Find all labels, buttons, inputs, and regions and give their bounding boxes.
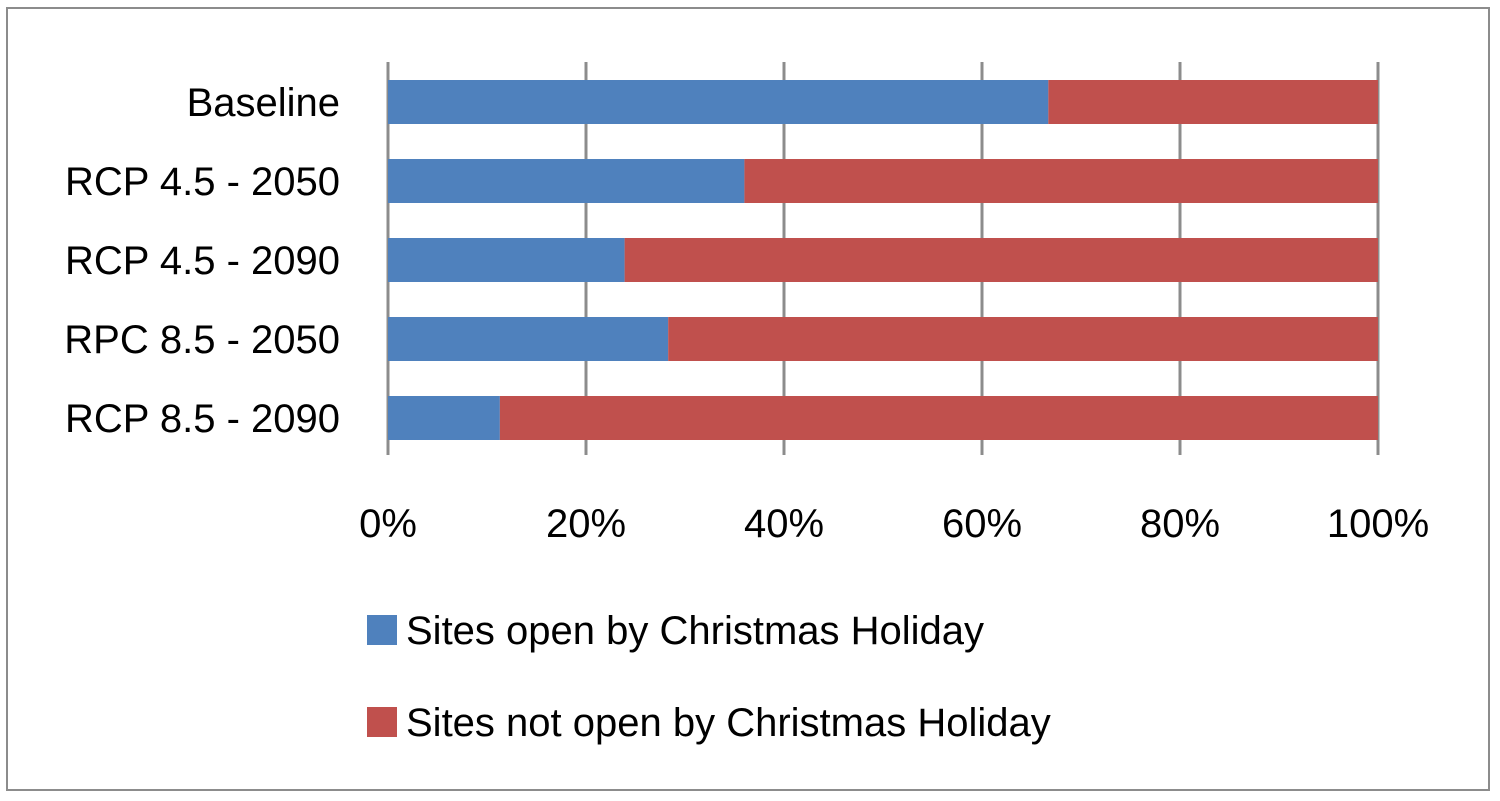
legend-swatch [367, 615, 397, 645]
category-label: RCP 4.5 - 2090 [65, 239, 340, 283]
x-tick-label: 20% [546, 502, 626, 546]
bar-segment-not-open [744, 159, 1378, 203]
category-label: RCP 8.5 - 2090 [65, 397, 340, 441]
x-tick-label: 80% [1140, 502, 1220, 546]
category-label: RPC 8.5 - 2050 [64, 318, 340, 362]
category-label: Baseline [187, 81, 340, 125]
bar-segment-open [388, 238, 625, 282]
x-tick-label: 60% [942, 502, 1022, 546]
legend-label: Sites open by Christmas Holiday [406, 609, 984, 653]
x-tick-label: 0% [359, 502, 417, 546]
bar-segment-open [388, 159, 745, 203]
bar-segment-open [388, 80, 1049, 124]
x-tick-labels: 0% 20% 40% 60% 80% 100% [359, 502, 1429, 546]
category-label: RCP 4.5 - 2050 [65, 160, 340, 204]
legend-label: Sites not open by Christmas Holiday [406, 701, 1051, 745]
x-tick-label: 100% [1327, 502, 1429, 546]
bar-segment-open [388, 317, 669, 361]
bar-segment-not-open [1048, 80, 1378, 124]
bar-segment-not-open [624, 238, 1378, 282]
bar-segment-not-open [668, 317, 1378, 361]
x-tick-label: 40% [744, 502, 824, 546]
bar-segment-open [388, 396, 500, 440]
legend-swatch [367, 707, 397, 737]
bar-segment-not-open [499, 396, 1378, 440]
category-labels: Baseline RCP 4.5 - 2050 RCP 4.5 - 2090 RPC … [64, 81, 340, 441]
legend: Sites open by Christmas Holiday Sites not… [367, 609, 1051, 745]
bars [388, 80, 1378, 440]
